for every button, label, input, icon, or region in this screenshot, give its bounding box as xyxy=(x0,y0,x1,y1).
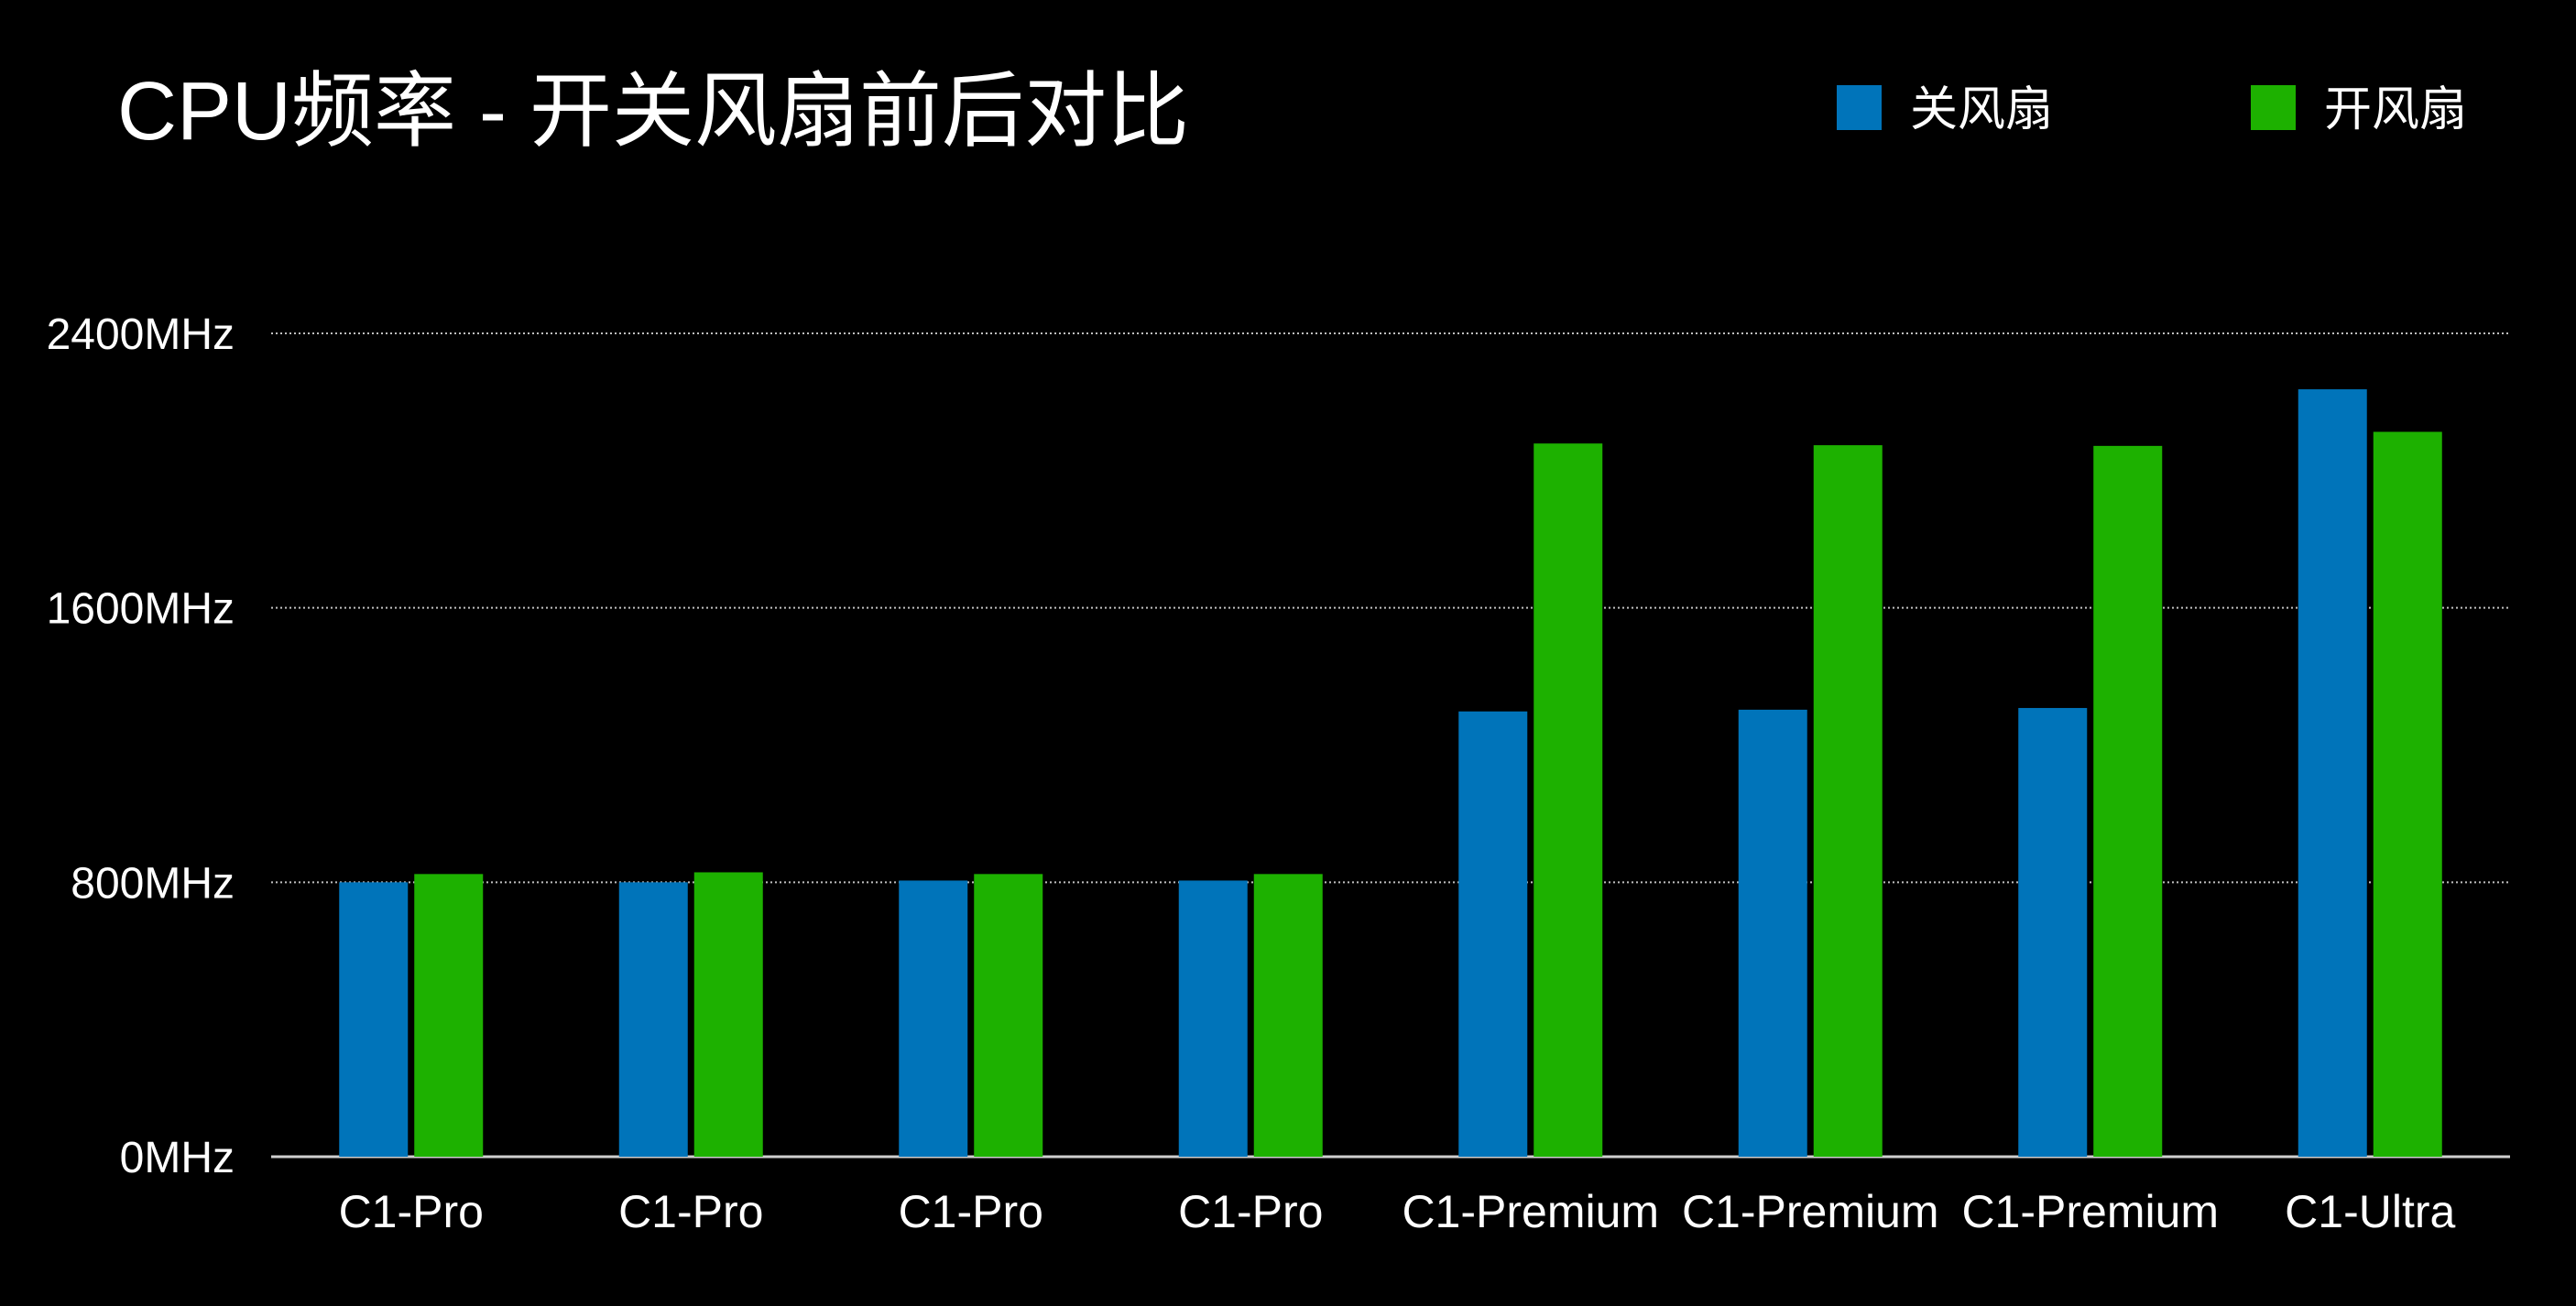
x-tick-label: C1-Pro xyxy=(618,1186,763,1237)
bar-fan-on xyxy=(2093,445,2163,1157)
gridlines xyxy=(271,332,2510,1159)
y-tick-label: 0MHz xyxy=(120,1134,235,1182)
bar-fan-off xyxy=(618,882,688,1157)
x-tick-label: C1-Pro xyxy=(1178,1186,1323,1237)
bars xyxy=(339,389,2442,1158)
y-tick-label: 2400MHz xyxy=(47,310,235,359)
legend-label: 开风扇 xyxy=(2324,83,2467,136)
x-tick-label: C1-Premium xyxy=(1682,1186,1939,1237)
bar-fan-off xyxy=(1738,709,1807,1157)
x-tick-label: C1-Ultra xyxy=(2285,1186,2455,1237)
bar-fan-on xyxy=(1813,445,1883,1158)
bar-fan-on xyxy=(1253,874,1323,1157)
bar-fan-on xyxy=(1534,443,1603,1158)
legend: 关风扇 开风扇 xyxy=(1837,83,2467,136)
bar-fan-on xyxy=(693,872,763,1157)
y-axis: 0MHz 800MHz 1600MHz 2400MHz xyxy=(47,310,235,1182)
bar-fan-off xyxy=(899,880,968,1157)
bar-fan-off xyxy=(1178,880,1248,1157)
x-tick-label: C1-Pro xyxy=(899,1186,1043,1237)
y-tick-label: 1600MHz xyxy=(47,585,235,634)
bar-fan-on xyxy=(2373,431,2442,1158)
legend-label: 关风扇 xyxy=(1910,83,2053,136)
bar-fan-off xyxy=(2298,389,2367,1157)
x-axis: C1-Pro C1-Pro C1-Pro C1-Pro C1-Premium C1-Pre… xyxy=(339,1186,2456,1237)
y-tick-label: 800MHz xyxy=(71,859,235,908)
legend-swatch xyxy=(2251,85,2296,130)
x-tick-label: C1-Pro xyxy=(339,1186,484,1237)
x-tick-label: C1-Premium xyxy=(1402,1186,1659,1237)
legend-swatch xyxy=(1837,85,1882,130)
chart-title: CPU频率 - 开关风扇前后对比 xyxy=(117,66,1189,158)
bar-fan-off xyxy=(339,882,409,1157)
x-tick-label: C1-Premium xyxy=(1961,1186,2219,1237)
bar-fan-off xyxy=(1458,711,1528,1157)
bar-fan-on xyxy=(974,874,1043,1157)
bar-fan-on xyxy=(414,874,484,1157)
bar-fan-off xyxy=(2018,708,2088,1157)
